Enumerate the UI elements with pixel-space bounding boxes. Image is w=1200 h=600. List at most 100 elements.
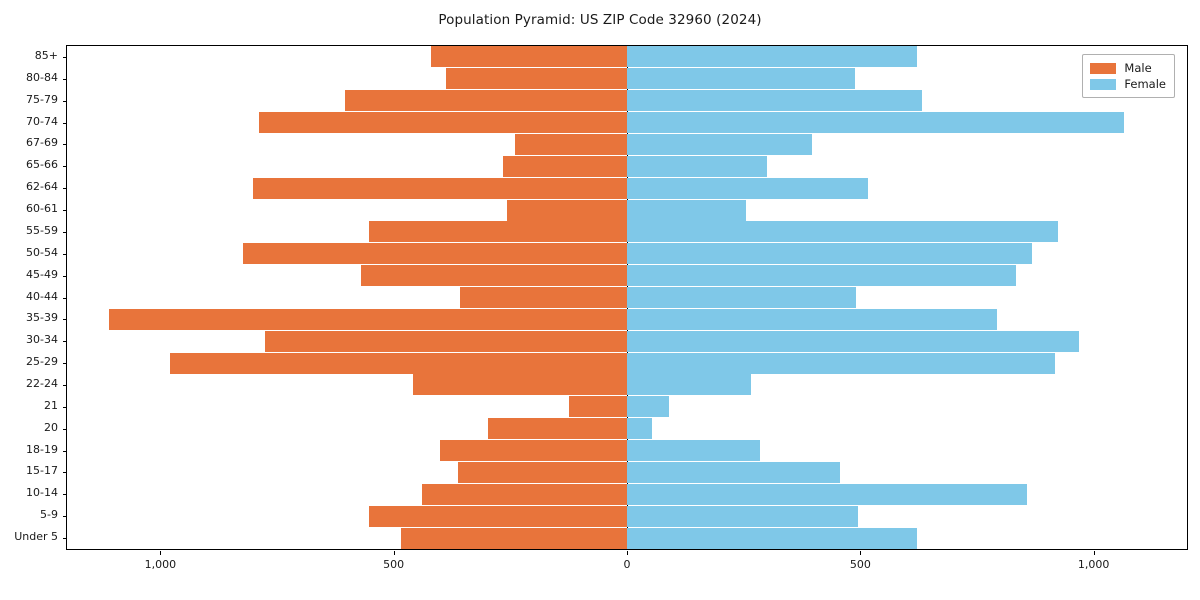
bar-male[interactable] bbox=[503, 155, 627, 177]
bar-female[interactable] bbox=[627, 483, 1027, 505]
bar-male[interactable] bbox=[253, 177, 627, 199]
y-axis-label-under-5: Under 5 bbox=[14, 530, 58, 544]
legend-item-female[interactable]: Female bbox=[1090, 76, 1166, 92]
y-axis-tick bbox=[63, 253, 67, 255]
bar-female[interactable] bbox=[627, 440, 760, 462]
legend-swatch-male-icon bbox=[1090, 62, 1117, 74]
bar-male[interactable] bbox=[170, 352, 627, 374]
y-axis-tick bbox=[63, 363, 67, 365]
bar-male[interactable] bbox=[368, 505, 627, 527]
y-axis-label-65-66: 65-66 bbox=[26, 158, 58, 172]
bar-female[interactable] bbox=[627, 527, 918, 549]
y-axis-label-5-9: 5-9 bbox=[40, 508, 58, 522]
bar-female[interactable] bbox=[627, 243, 1033, 265]
bar-female[interactable] bbox=[627, 396, 669, 418]
bar-male[interactable] bbox=[440, 440, 627, 462]
bar-male[interactable] bbox=[368, 221, 627, 243]
page-title: Population Pyramid: US ZIP Code 32960 (2… bbox=[438, 12, 762, 28]
bar-row bbox=[67, 265, 1187, 287]
bar-row bbox=[67, 440, 1187, 462]
bar-row bbox=[67, 155, 1187, 177]
y-axis-label-80-84: 80-84 bbox=[26, 70, 58, 84]
bar-female[interactable] bbox=[627, 418, 652, 440]
x-axis-tick bbox=[393, 551, 395, 555]
bar-male[interactable] bbox=[457, 461, 627, 483]
legend-item-male[interactable]: Male bbox=[1090, 60, 1166, 76]
y-axis-tick bbox=[63, 494, 67, 496]
bar-male[interactable] bbox=[514, 133, 627, 155]
bar-female[interactable] bbox=[627, 221, 1058, 243]
y-axis-tick bbox=[63, 472, 67, 474]
bar-row bbox=[67, 461, 1187, 483]
y-axis-tick bbox=[63, 297, 67, 299]
x-axis-tick bbox=[860, 551, 862, 555]
bar-male[interactable] bbox=[400, 527, 627, 549]
bar-male[interactable] bbox=[344, 90, 627, 112]
y-axis-tick bbox=[63, 144, 67, 146]
bar-male[interactable] bbox=[360, 265, 627, 287]
y-axis-label-75-79: 75-79 bbox=[26, 92, 58, 106]
x-axis-label: 0 bbox=[623, 558, 631, 571]
y-axis-label-18-19: 18-19 bbox=[26, 442, 58, 456]
bar-female[interactable] bbox=[627, 68, 856, 90]
bar-male[interactable] bbox=[460, 287, 627, 308]
bar-row bbox=[67, 133, 1187, 155]
bar-female[interactable] bbox=[627, 461, 841, 483]
bar-male[interactable] bbox=[446, 68, 627, 90]
x-axis-label: 1,000 bbox=[144, 558, 177, 571]
x-axis-label: 500 bbox=[849, 558, 871, 571]
bar-row bbox=[67, 374, 1187, 396]
bar-male[interactable] bbox=[412, 374, 627, 396]
bar-row bbox=[67, 90, 1187, 112]
bar-female[interactable] bbox=[627, 199, 746, 221]
bar-female[interactable] bbox=[627, 133, 813, 155]
bar-male[interactable] bbox=[506, 199, 627, 221]
y-axis-label-40-44: 40-44 bbox=[26, 289, 58, 303]
bar-male[interactable] bbox=[430, 46, 627, 68]
bar-female[interactable] bbox=[627, 505, 858, 527]
y-axis-tick bbox=[63, 166, 67, 168]
bar-male[interactable] bbox=[421, 483, 627, 505]
bar-female[interactable] bbox=[627, 352, 1055, 374]
bar-row bbox=[67, 46, 1187, 68]
y-axis-tick bbox=[63, 538, 67, 540]
bar-row bbox=[67, 527, 1187, 549]
y-axis-tick bbox=[63, 450, 67, 452]
plot-inner bbox=[67, 46, 1187, 549]
bar-female[interactable] bbox=[627, 46, 918, 68]
y-axis-tick bbox=[63, 188, 67, 190]
x-axis-label: 1,000 bbox=[1077, 558, 1110, 571]
bar-male[interactable] bbox=[109, 308, 627, 330]
bar-female[interactable] bbox=[627, 155, 768, 177]
y-axis-tick bbox=[63, 100, 67, 102]
bar-female[interactable] bbox=[627, 177, 869, 199]
bar-female[interactable] bbox=[627, 90, 923, 112]
y-axis-tick bbox=[63, 406, 67, 408]
x-axis-label: 500 bbox=[383, 558, 405, 571]
bar-female[interactable] bbox=[627, 287, 857, 308]
y-axis-label-21: 21 bbox=[44, 398, 58, 412]
bar-female[interactable] bbox=[627, 265, 1016, 287]
bar-male[interactable] bbox=[488, 418, 627, 440]
bar-male[interactable] bbox=[243, 243, 627, 265]
legend-label-male: Male bbox=[1124, 61, 1152, 75]
y-axis-label-35-39: 35-39 bbox=[26, 311, 58, 325]
bar-male[interactable] bbox=[569, 396, 627, 418]
bar-female[interactable] bbox=[627, 112, 1125, 134]
bar-male[interactable] bbox=[259, 112, 627, 134]
bar-male[interactable] bbox=[264, 330, 627, 352]
y-axis-label-45-49: 45-49 bbox=[26, 267, 58, 281]
y-axis-tick bbox=[63, 210, 67, 212]
bar-row bbox=[67, 177, 1187, 199]
y-axis-label-55-59: 55-59 bbox=[26, 223, 58, 237]
bar-row bbox=[67, 199, 1187, 221]
bar-female[interactable] bbox=[627, 374, 751, 396]
bar-row bbox=[67, 221, 1187, 243]
plot-area: Male Female 1,000 500 0 500 1,000 bbox=[63, 45, 1188, 571]
bar-female[interactable] bbox=[627, 308, 998, 330]
y-axis-label-30-34: 30-34 bbox=[26, 333, 58, 347]
y-axis-tick bbox=[63, 428, 67, 430]
y-axis-label-15-17: 15-17 bbox=[26, 464, 58, 478]
bar-female[interactable] bbox=[627, 330, 1079, 352]
